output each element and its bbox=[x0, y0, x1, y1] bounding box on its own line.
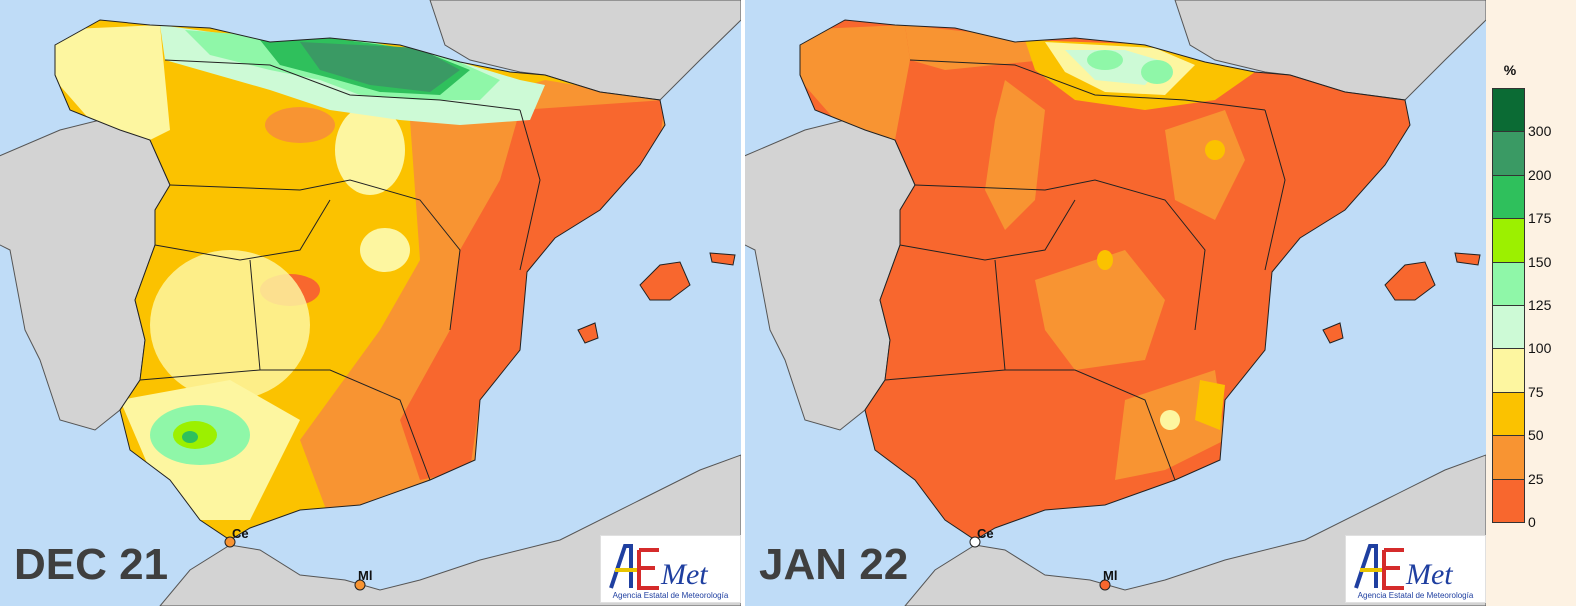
region-borders-jan bbox=[799, 19, 1411, 541]
precipitation-map-jan bbox=[745, 0, 1486, 606]
month-label-dec: DEC 21 bbox=[14, 540, 169, 589]
legend-tick-label: 200 bbox=[1528, 166, 1552, 183]
city-label-ceuta: Ce bbox=[232, 526, 249, 541]
svg-text:Met: Met bbox=[660, 558, 708, 591]
aemet-logo-subtitle: Agencia Estatal de Meteorología bbox=[1357, 591, 1474, 600]
city-label-ceuta: Ce bbox=[977, 526, 994, 541]
legend-tick-label: 50 bbox=[1528, 427, 1544, 444]
legend-panel: % 300 200 175 150 125 100 75 50 25 0 bbox=[1486, 0, 1576, 606]
legend-swatch-7 bbox=[1492, 391, 1525, 437]
legend-tick-label: 25 bbox=[1528, 470, 1544, 487]
legend-swatch-9 bbox=[1492, 478, 1525, 523]
africa-land bbox=[904, 454, 1486, 606]
menorca bbox=[1454, 252, 1481, 266]
ibiza bbox=[577, 322, 599, 344]
legend-swatch-5 bbox=[1492, 305, 1525, 350]
legend-swatch-0 bbox=[1492, 88, 1525, 133]
legend-tick-label: 150 bbox=[1528, 253, 1552, 270]
legend-tick-label: 175 bbox=[1528, 210, 1552, 227]
legend-swatch-3 bbox=[1492, 218, 1525, 263]
legend-swatch-4 bbox=[1492, 261, 1525, 306]
mallorca bbox=[1384, 261, 1436, 301]
panel-divider bbox=[741, 0, 745, 606]
africa-land bbox=[159, 454, 741, 606]
ibiza bbox=[1322, 322, 1344, 344]
region-borders-dec bbox=[54, 19, 666, 541]
precip-fields-jan bbox=[800, 25, 1255, 480]
aemet-logo: Met Agencia Estatal de Meteorología bbox=[1345, 535, 1486, 603]
aemet-logo-subtitle: Agencia Estatal de Meteorología bbox=[612, 591, 729, 600]
aemet-logo-mark: Met bbox=[1354, 544, 1453, 591]
svg-text:Met: Met bbox=[1405, 558, 1453, 591]
legend-tick-label: 100 bbox=[1528, 340, 1552, 357]
city-label-melilla: Ml bbox=[358, 568, 373, 583]
map-panel-jan: Ce Ml JAN 22 Met Agencia Estatal de Mete… bbox=[745, 0, 1486, 606]
mallorca bbox=[639, 261, 691, 301]
month-label-jan: JAN 22 bbox=[759, 540, 909, 589]
legend-swatch-2 bbox=[1492, 174, 1525, 220]
legend-tick-label: 125 bbox=[1528, 297, 1552, 313]
legend-unit-label: % bbox=[1503, 62, 1517, 78]
aemet-logo: Met Agencia Estatal de Meteorología bbox=[600, 535, 741, 603]
precipitation-map-dec bbox=[0, 0, 741, 606]
legend-tick-label: 75 bbox=[1528, 383, 1544, 400]
city-label-melilla: Ml bbox=[1103, 568, 1118, 583]
legend-tick-label: 300 bbox=[1528, 123, 1552, 140]
aemet-logo-mark: Met bbox=[609, 544, 708, 591]
legend-swatch-6 bbox=[1492, 348, 1525, 393]
map-panel-dec: Ce Ml DEC 21 Met Agencia Estatal de Mete… bbox=[0, 0, 741, 606]
legend-tick-label: 0 bbox=[1528, 514, 1536, 530]
menorca bbox=[709, 252, 736, 266]
legend-swatch-8 bbox=[1492, 435, 1525, 480]
legend-swatch-1 bbox=[1492, 131, 1525, 176]
